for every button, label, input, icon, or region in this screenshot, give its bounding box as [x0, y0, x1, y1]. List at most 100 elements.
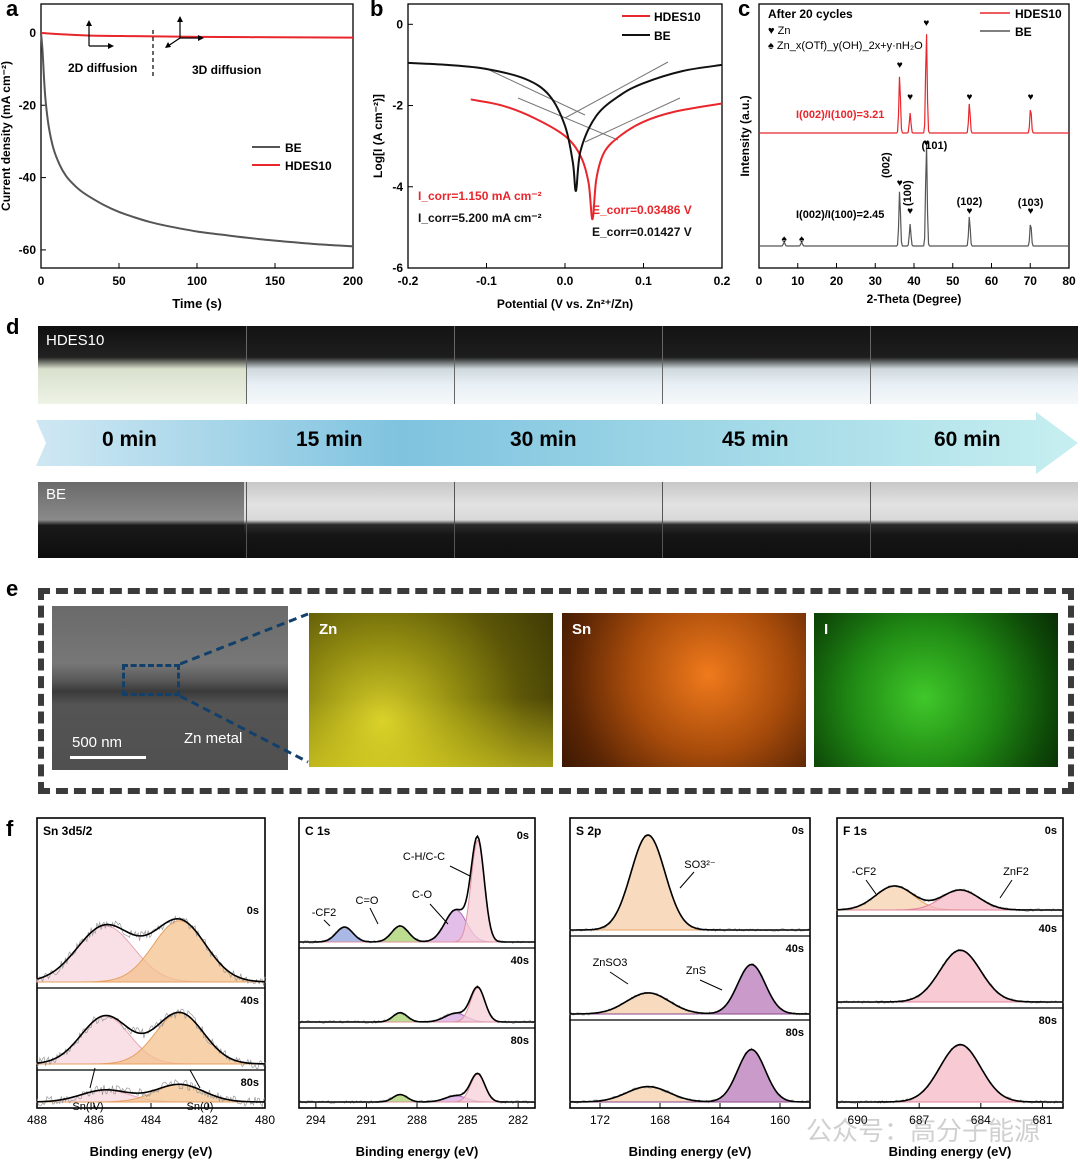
eds-map-sn: Sn [562, 613, 806, 767]
eds-map-zn: Zn [309, 613, 553, 767]
callout-arrow-icon [323, 919, 331, 927]
x-axis-label: Time (s) [172, 296, 222, 311]
callout-arrow-icon [999, 879, 1013, 899]
time-label: 0s [1045, 825, 1057, 837]
x-tick-label: 288 [407, 1113, 427, 1127]
callout-arrow-icon [699, 979, 723, 991]
ecorr-black: E_corr=0.01427 V [592, 225, 692, 239]
ratio-hdes: I(002)/I(100)=3.21 [796, 109, 884, 121]
time-label: 0s [517, 830, 529, 842]
component-label: Sn(0) [187, 1101, 214, 1113]
component-label: C=O [356, 895, 379, 907]
panel-label-b: b [370, 0, 384, 21]
timeline-15: 15 min [296, 428, 363, 451]
time-label: 80s [1039, 1015, 1057, 1027]
x-tick-label: 681 [1032, 1113, 1052, 1127]
chart-c: 0 10 20 30 40 50 60 70 80 ♥ ♥ ♥ ♥ ♥ ♥ ♥ ♥ ♥ ♥ ♠ ♠ (002) (100)… [738, 3, 1076, 306]
x-axis-label: Binding energy (eV) [90, 1144, 213, 1159]
time-label: 0s [792, 825, 804, 837]
x-axis-label: Binding energy (eV) [629, 1144, 752, 1159]
chart-b: -0.2 -0.1 0.0 0.1 0.2 0 -2 -4 -6 Potential (V vs… [371, 3, 731, 311]
callout-arrow-icon [449, 865, 471, 877]
callout-arrow-icon [369, 907, 379, 925]
component-label: -CF2 [852, 866, 876, 878]
x-axis-label: 2-Theta (Degree) [867, 292, 962, 306]
annotation-2d: 2D diffusion [68, 61, 137, 75]
envelope [569, 834, 810, 931]
y-tick-label: -20 [19, 98, 37, 112]
x-tick-label: 0.1 [635, 274, 652, 288]
panel-label-e: e [6, 576, 19, 601]
y-axis-label: Current density (mA cm⁻²) [0, 61, 13, 211]
subplot-title: F 1s [843, 824, 867, 838]
timeline-45: 45 min [722, 428, 789, 451]
legend-label-hdes: HDES10 [654, 10, 701, 24]
zoom-lines [180, 612, 309, 764]
sem-image: 500 nm Zn metal [52, 606, 288, 770]
y-axis-label: Intensity (a.u.) [738, 95, 752, 176]
time-label: 40s [1039, 923, 1057, 935]
eds-map-i: I [814, 613, 1058, 767]
salt-marker-icon: ♠ [799, 234, 805, 245]
strip-label-be: BE [46, 486, 67, 503]
y-tick-label: -60 [19, 243, 37, 257]
peak-label: (102) [957, 196, 983, 208]
x-axis-label: Binding energy (eV) [356, 1144, 479, 1159]
x-tick-label: 150 [265, 274, 285, 288]
legend-label-hdes: HDES10 [285, 159, 332, 173]
panel-label-d: d [6, 314, 20, 339]
series-line-0 [40, 32, 354, 248]
timeline-0: 0 min [102, 428, 157, 451]
fit-component [837, 949, 1063, 1003]
x-tick-label: 484 [141, 1113, 161, 1127]
legend-label-be: BE [285, 141, 302, 155]
x-tick-label: 200 [343, 274, 363, 288]
marker-legend-salt: ♠ Zn_x(OTf)_y(OH)_2x+y·nH₂O [768, 40, 923, 52]
legend-label-be: BE [654, 29, 671, 43]
x-tick-label: 0 [756, 274, 763, 288]
ratio-be: I(002)/I(100)=2.45 [796, 209, 884, 221]
zoom-box [122, 664, 180, 696]
peak-label: (002) [881, 152, 893, 178]
time-label: 80s [511, 1035, 529, 1047]
series-line-1 [40, 31, 354, 39]
zn-marker-icon: ♥ [1028, 92, 1034, 103]
x-tick-label: -0.2 [398, 274, 419, 288]
annotation-3d: 3D diffusion [192, 63, 261, 77]
raw-data [36, 1008, 266, 1069]
peak-label: (101) [922, 140, 948, 152]
x-tick-label: -0.1 [476, 274, 497, 288]
x-tick-label: 687 [909, 1113, 929, 1127]
series-line-1 [407, 61, 723, 192]
x-tick-label: 50 [112, 274, 126, 288]
component-label: C-O [412, 889, 433, 901]
component-label: -CF2 [312, 907, 336, 919]
subplot-frame [836, 817, 1064, 1109]
x-tick-label: 291 [356, 1113, 376, 1127]
x-tick-label: 160 [770, 1113, 790, 1127]
panel-label-c: c [738, 0, 751, 21]
time-label: 80s [241, 1077, 259, 1089]
x-tick-label: 70 [1024, 274, 1038, 288]
panel-e-frame [38, 588, 1074, 794]
callout-arrow-icon [189, 1069, 201, 1089]
y-tick-label: 0 [396, 17, 403, 31]
callout-arrow-icon [679, 871, 695, 889]
x-tick-label: 294 [306, 1113, 326, 1127]
x-tick-label: 168 [650, 1113, 670, 1127]
subplot-title: S 2p [576, 824, 601, 838]
scale-bar [70, 756, 146, 759]
y-tick-label: 0 [29, 26, 36, 40]
x-tick-label: 690 [848, 1113, 868, 1127]
legend-label-be: BE [1015, 25, 1032, 39]
xrd-pattern-0 [759, 34, 1069, 134]
envelope [36, 1083, 266, 1103]
zn-marker-icon: ♥ [966, 92, 972, 103]
peak-label: (103) [1018, 197, 1044, 209]
time-label: 0s [247, 905, 259, 917]
component-label: C-H/C-C [403, 851, 445, 863]
time-label: 40s [511, 955, 529, 967]
component-label: SO3²⁻ [684, 859, 716, 871]
envelope [299, 985, 535, 1023]
y-tick-label: -40 [19, 171, 37, 185]
